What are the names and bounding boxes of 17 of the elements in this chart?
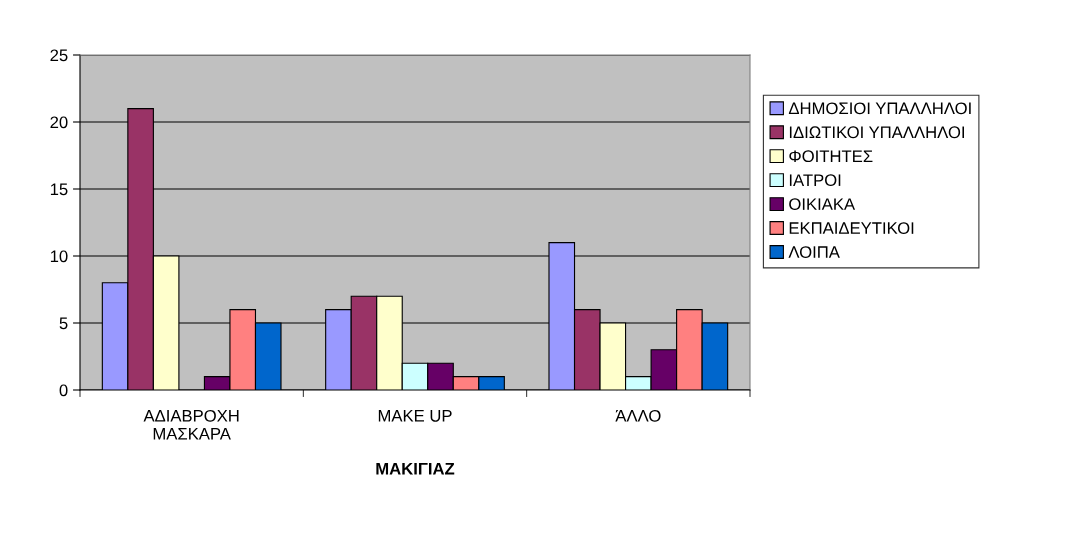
legend-label: ΕΚΠΑΙΔΕΥΤΙΚΟΙ bbox=[789, 222, 914, 234]
y-tick-label: 10 bbox=[50, 250, 68, 263]
legend-label: ΙΑΤΡΟΙ bbox=[789, 174, 841, 187]
x-tick-label: MAKE UP bbox=[378, 410, 452, 422]
y-tick-label: 15 bbox=[50, 183, 68, 196]
legend-label: ΙΔΙΩΤΙΚΟΙ ΥΠΑΛΛΗΛΟΙ bbox=[789, 126, 964, 139]
x-tick-label: ΑΔΙΑΒΡΟΧΗ ΜΑΣΚΑΡΑ bbox=[143, 409, 239, 440]
y-tick-label: 20 bbox=[50, 116, 68, 129]
x-tick-label: ΆΛΛΟ bbox=[615, 409, 661, 422]
legend-label: ΟΙΚΙΑΚΑ bbox=[789, 198, 856, 211]
y-tick-label: 0 bbox=[59, 384, 68, 397]
y-tick-label: 25 bbox=[50, 49, 68, 62]
y-tick-label: 5 bbox=[59, 317, 68, 330]
legend-label: ΔΗΜΟΣΙΟΙ ΥΠΑΛΛΗΛΟΙ bbox=[788, 102, 971, 115]
x-axis-title: ΜΑΚΙΓΙΑΖ bbox=[376, 462, 455, 475]
legend-label: ΦΟΙΤΗΤΕΣ bbox=[789, 150, 873, 163]
legend-label: ΛΟΙΠΑ bbox=[788, 246, 840, 258]
